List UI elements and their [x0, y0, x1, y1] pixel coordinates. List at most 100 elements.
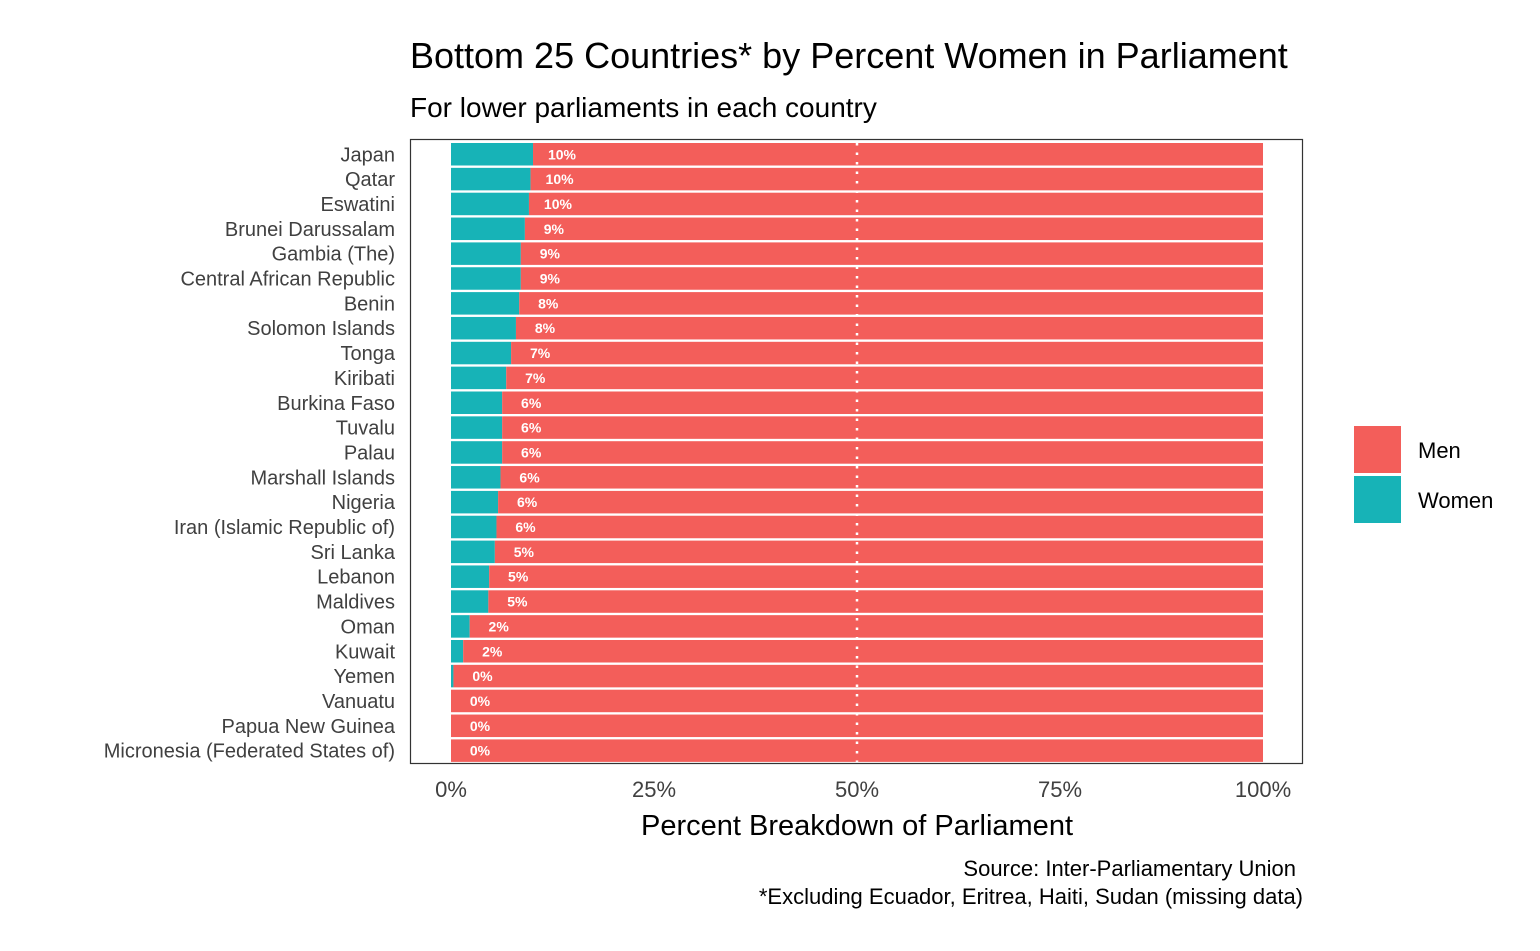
bar-data-label-15: 6% — [515, 519, 536, 535]
bars-group: 10% 10% 10% 9% 9% 9% 8% 8% 7% 7% 6% 6% 6% 6% 6% 6% 5% 5% 5… — [451, 143, 1264, 762]
bar-data-label-23: 0% — [470, 718, 491, 734]
bar-data-label-3: 9% — [544, 221, 565, 237]
legend-label-men: Men — [1418, 438, 1461, 463]
bar-men-4 — [520, 242, 1263, 265]
y-tick-label-7: Solomon Islands — [247, 318, 395, 340]
y-tick-label-19: Oman — [341, 616, 395, 638]
bar-men-7 — [515, 316, 1263, 340]
bar-men-17 — [489, 565, 1263, 588]
bar-women-21 — [451, 664, 454, 688]
caption-note: *Excluding Ecuador, Eritrea, Haiti, Suda… — [759, 884, 1303, 909]
y-tick-label-13: Marshall Islands — [250, 467, 395, 489]
y-tick-label-14: Nigeria — [332, 492, 396, 514]
bar-data-label-5: 9% — [540, 271, 561, 287]
x-tick-label-3: 75% — [1038, 777, 1082, 802]
y-tick-label-23: Papua New Guinea — [222, 716, 396, 738]
chart-title: Bottom 25 Countries* by Percent Women in… — [410, 35, 1288, 76]
bar-data-label-8: 7% — [530, 345, 551, 361]
y-tick-label-3: Brunei Darussalam — [225, 219, 395, 241]
bar-data-label-17: 5% — [508, 569, 529, 585]
bar-women-14 — [451, 490, 499, 514]
y-tick-label-1: Qatar — [345, 169, 395, 191]
y-tick-label-21: Yemen — [333, 666, 395, 688]
y-tick-label-5: Central African Republic — [180, 269, 395, 291]
bar-men-1 — [530, 167, 1263, 191]
y-tick-label-11: Tuvalu — [336, 418, 395, 440]
bar-men-15 — [496, 515, 1263, 539]
bar-data-label-14: 6% — [517, 494, 538, 510]
y-tick-label-17: Lebanon — [317, 567, 395, 589]
bar-men-2 — [528, 192, 1263, 216]
x-tick-label-2: 50% — [835, 777, 879, 802]
chart-subtitle: For lower parliaments in each country — [410, 92, 877, 123]
bar-data-label-0: 10% — [548, 146, 577, 162]
y-tick-label-10: Burkina Faso — [277, 393, 395, 415]
bar-data-label-24: 0% — [470, 743, 491, 759]
bar-women-0 — [451, 143, 534, 166]
bar-men-14 — [498, 490, 1263, 514]
bar-women-17 — [451, 565, 490, 588]
bar-women-7 — [451, 316, 516, 340]
y-tick-label-16: Sri Lanka — [311, 542, 396, 564]
y-tick-labels: Japan Qatar Eswatini Brunei Darussalam Gambi… — [104, 144, 396, 762]
bar-women-11 — [451, 416, 503, 439]
bar-men-20 — [463, 640, 1263, 663]
bar-data-label-7: 8% — [535, 320, 556, 336]
bar-men-22 — [451, 689, 1263, 713]
y-tick-label-18: Maldives — [316, 592, 395, 614]
bar-women-5 — [451, 267, 521, 290]
bar-data-label-10: 6% — [521, 395, 542, 411]
bar-men-6 — [519, 292, 1263, 315]
bar-women-9 — [451, 366, 507, 390]
bar-women-19 — [451, 615, 470, 638]
bar-women-16 — [451, 540, 495, 564]
bar-men-16 — [494, 540, 1263, 564]
x-tick-labels: 0% 25% 50% 75% 100% — [435, 777, 1291, 802]
y-tick-label-24: Micronesia (Federated States of) — [104, 741, 395, 763]
bar-men-24 — [451, 739, 1263, 762]
bar-women-8 — [451, 341, 512, 365]
bar-men-11 — [502, 416, 1263, 439]
bar-men-3 — [524, 217, 1263, 241]
y-tick-label-9: Kiribati — [334, 368, 395, 390]
bar-women-6 — [451, 292, 520, 315]
bar-women-18 — [451, 590, 489, 613]
bar-men-9 — [506, 366, 1263, 390]
bar-men-13 — [500, 466, 1264, 489]
legend-swatch-men — [1354, 426, 1401, 473]
y-tick-label-8: Tonga — [341, 343, 396, 365]
bar-data-label-16: 5% — [514, 544, 535, 560]
bar-data-label-11: 6% — [521, 420, 542, 436]
bar-data-label-2: 10% — [544, 196, 573, 212]
bar-women-12 — [451, 441, 503, 464]
bar-women-2 — [451, 192, 529, 216]
bar-data-label-21: 0% — [472, 668, 493, 684]
bar-data-label-13: 6% — [519, 469, 540, 485]
bar-women-20 — [451, 640, 464, 663]
bar-data-label-9: 7% — [525, 370, 546, 386]
bar-women-4 — [451, 242, 521, 265]
legend: Men Women — [1354, 426, 1493, 523]
bar-men-23 — [451, 714, 1263, 738]
y-tick-label-6: Benin — [344, 293, 395, 315]
bar-data-label-6: 8% — [538, 295, 559, 311]
bar-men-5 — [520, 267, 1263, 290]
y-tick-label-22: Vanuatu — [322, 691, 395, 713]
bar-data-label-4: 9% — [540, 246, 561, 262]
caption-source: Source: Inter-Parliamentary Union — [963, 856, 1296, 881]
bar-women-10 — [451, 391, 503, 414]
bar-data-label-22: 0% — [470, 693, 491, 709]
y-tick-label-0: Japan — [341, 144, 396, 166]
bar-data-label-12: 6% — [521, 444, 542, 460]
bar-men-0 — [533, 143, 1263, 166]
bar-men-19 — [469, 615, 1263, 638]
bar-data-label-18: 5% — [507, 594, 528, 610]
bar-men-8 — [511, 341, 1263, 365]
y-tick-label-4: Gambia (The) — [272, 244, 395, 266]
bar-women-1 — [451, 167, 531, 191]
bar-women-15 — [451, 515, 497, 539]
bar-women-13 — [451, 466, 501, 489]
bar-data-label-19: 2% — [489, 618, 510, 634]
